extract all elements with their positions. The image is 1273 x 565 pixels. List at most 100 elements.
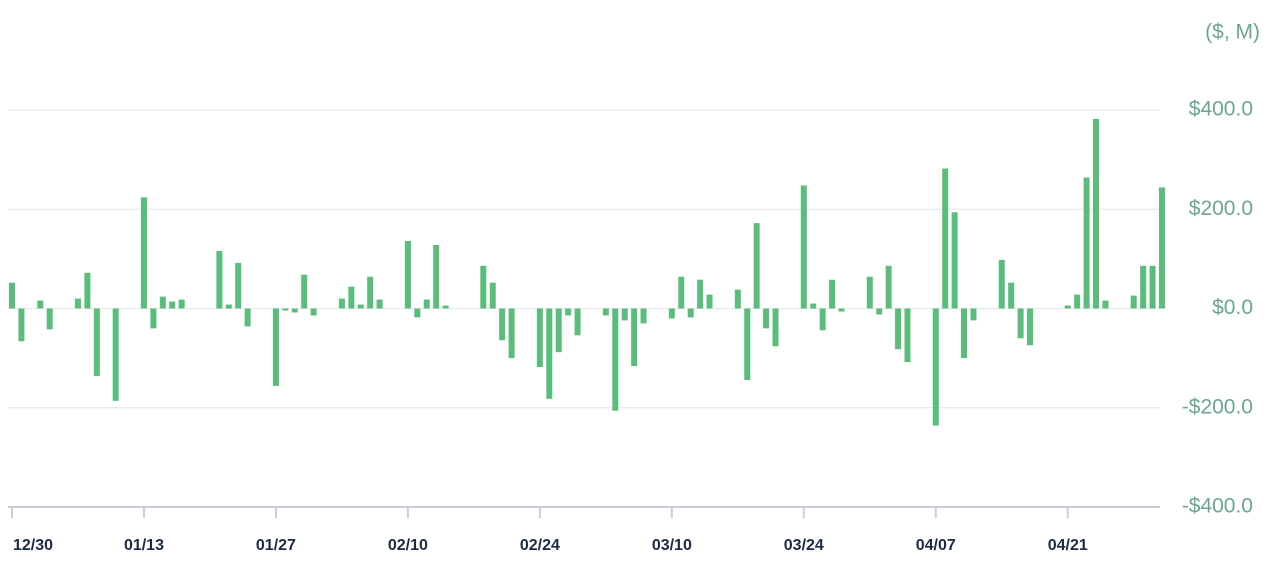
bar — [310, 308, 317, 316]
bar — [942, 168, 949, 309]
bar — [404, 241, 411, 309]
x-tick-label: 03/24 — [784, 537, 824, 554]
x-tick-label: 01/27 — [256, 537, 296, 554]
bar — [376, 299, 383, 309]
bar — [829, 279, 836, 309]
bar — [225, 304, 232, 309]
bar — [489, 282, 496, 309]
bar — [338, 298, 345, 309]
bar — [1064, 305, 1071, 309]
bar — [998, 259, 1005, 309]
x-tick-label: 04/07 — [916, 537, 956, 554]
bar — [866, 276, 873, 309]
bar — [876, 308, 883, 315]
bar — [357, 304, 364, 309]
bar — [112, 308, 119, 401]
bar — [970, 308, 977, 321]
bar — [678, 276, 685, 309]
y-tick-label: $0.0 — [1212, 296, 1253, 319]
bar — [687, 308, 694, 318]
bar — [895, 308, 902, 350]
bar — [291, 308, 298, 313]
bar — [904, 308, 911, 363]
bar — [301, 274, 308, 309]
bar — [631, 308, 638, 367]
bar — [74, 298, 81, 309]
bar — [640, 308, 647, 324]
bar — [1093, 118, 1100, 309]
bar — [159, 296, 166, 309]
x-tick-label: 12/30 — [13, 537, 53, 554]
bar — [819, 308, 826, 331]
bar — [1159, 187, 1165, 309]
bar — [282, 308, 289, 311]
bar — [367, 276, 374, 309]
y-tick-label: $200.0 — [1189, 197, 1253, 220]
bar — [1027, 308, 1034, 346]
bar — [697, 279, 704, 309]
bar — [480, 265, 487, 309]
bar — [602, 308, 609, 316]
x-tick-label: 02/10 — [388, 537, 428, 554]
y-axis-unit: ($, M) — [1205, 21, 1260, 44]
bar — [1074, 294, 1081, 309]
bar — [1149, 265, 1156, 309]
bar — [272, 308, 279, 386]
bar — [668, 308, 675, 319]
bar — [1102, 300, 1109, 309]
bar — [150, 308, 157, 329]
x-tick-label: 01/13 — [124, 537, 164, 554]
bar — [932, 308, 939, 426]
bar — [772, 308, 779, 347]
bar — [178, 299, 185, 309]
bar — [244, 308, 251, 327]
bar — [46, 308, 53, 330]
bar — [574, 308, 581, 336]
bar — [612, 308, 619, 411]
bar — [838, 308, 845, 312]
bar — [499, 308, 506, 341]
x-tick-label: 02/24 — [520, 537, 560, 554]
bar — [235, 262, 242, 309]
y-tick-label: -$200.0 — [1182, 395, 1253, 418]
bar — [810, 303, 817, 309]
bar — [885, 265, 892, 309]
y-tick-label: -$400.0 — [1182, 495, 1253, 518]
bar — [1008, 282, 1015, 309]
x-tick-label: 04/21 — [1048, 537, 1088, 554]
bar — [763, 308, 770, 329]
bar — [1140, 265, 1147, 309]
bar — [1017, 308, 1024, 339]
bar — [546, 308, 553, 399]
bar — [348, 286, 355, 309]
bar — [18, 308, 25, 342]
bar — [951, 212, 958, 309]
bar — [961, 308, 968, 359]
y-tick-label: $400.0 — [1189, 98, 1253, 121]
bar — [423, 299, 430, 309]
bar — [37, 300, 44, 309]
bar — [414, 308, 421, 318]
bar — [706, 294, 713, 309]
bar — [433, 244, 440, 309]
bar — [621, 308, 628, 321]
bar — [442, 305, 449, 309]
bar — [84, 272, 91, 309]
bar — [169, 301, 176, 309]
bar — [565, 308, 572, 316]
bar — [216, 250, 223, 309]
bar — [800, 185, 807, 309]
bar — [734, 289, 741, 309]
bar — [744, 308, 751, 380]
bar — [508, 308, 515, 359]
bar — [555, 308, 562, 353]
bar — [93, 308, 100, 376]
bar — [1083, 177, 1090, 309]
bar — [1130, 295, 1137, 309]
bar — [9, 282, 15, 309]
bar — [140, 197, 147, 309]
bar — [536, 308, 543, 368]
bar — [753, 223, 760, 309]
x-tick-label: 03/10 — [652, 537, 692, 554]
